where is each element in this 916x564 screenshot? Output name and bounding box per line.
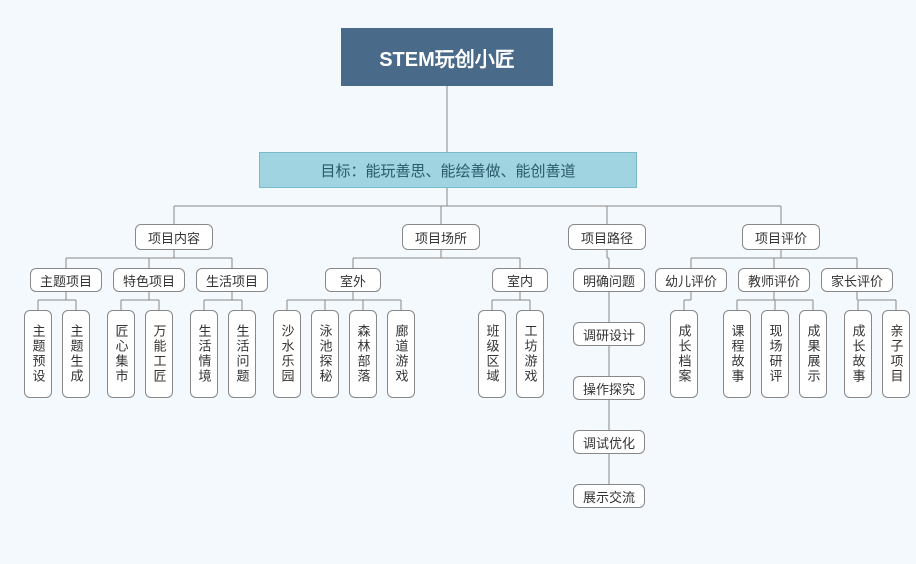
root-node: STEM玩创小匠 [341, 28, 553, 86]
leaf: 亲子项目 [882, 310, 910, 398]
leaf: 生活情境 [190, 310, 218, 398]
seq-node: 展示交流 [573, 484, 645, 508]
leaf: 沙水乐园 [273, 310, 301, 398]
leaf: 森林部落 [349, 310, 377, 398]
leaf: 泳池探秘 [311, 310, 339, 398]
leaf: 班级区域 [478, 310, 506, 398]
seq-node: 操作探究 [573, 376, 645, 400]
seq-node: 调研设计 [573, 322, 645, 346]
tier2-path: 项目路径 [568, 224, 646, 250]
leaf: 主题生成 [62, 310, 90, 398]
tier3-teacher: 教师评价 [738, 268, 810, 292]
tier3-seq: 明确问题 [573, 268, 645, 292]
tier3-parent: 家长评价 [821, 268, 893, 292]
leaf: 工坊游戏 [516, 310, 544, 398]
leaf: 课程故事 [723, 310, 751, 398]
tier2-place: 项目场所 [402, 224, 480, 250]
tier3-kid: 幼儿评价 [655, 268, 727, 292]
tier3-theme: 主题项目 [30, 268, 102, 292]
leaf: 生活问题 [228, 310, 256, 398]
seq-node: 调试优化 [573, 430, 645, 454]
tier3-outdoor: 室外 [325, 268, 381, 292]
tier2-eval: 项目评价 [742, 224, 820, 250]
leaf: 万能工匠 [145, 310, 173, 398]
tier2-content: 项目内容 [135, 224, 213, 250]
leaf: 廊道游戏 [387, 310, 415, 398]
leaf: 主题预设 [24, 310, 52, 398]
leaf: 现场研评 [761, 310, 789, 398]
leaf: 成长档案 [670, 310, 698, 398]
leaf: 成果展示 [799, 310, 827, 398]
tier3-life: 生活项目 [196, 268, 268, 292]
goal-node: 目标：能玩善思、能绘善做、能创善道 [259, 152, 637, 188]
leaf: 匠心集市 [107, 310, 135, 398]
tier3-indoor: 室内 [492, 268, 548, 292]
leaf: 成长故事 [844, 310, 872, 398]
tier3-feature: 特色项目 [113, 268, 185, 292]
